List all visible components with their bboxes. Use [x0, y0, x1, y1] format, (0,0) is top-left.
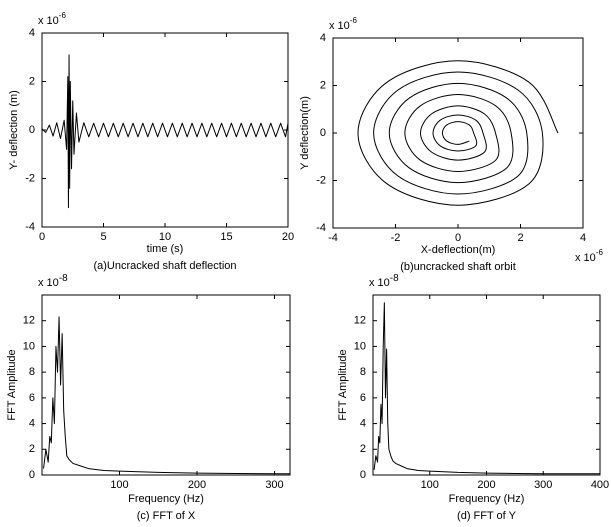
y-tick-label: 12	[354, 315, 366, 327]
axis-multiplier: x 10-8	[38, 273, 68, 289]
x-tick-label: 0	[39, 231, 45, 243]
y-tick-label: -4	[25, 221, 35, 233]
x-tick-label: 15	[220, 231, 232, 243]
caption: (b)uncracked shaft orbit	[400, 261, 516, 273]
axis-multiplier: x 10-6	[575, 248, 603, 264]
y-tick-label: 6	[360, 392, 366, 404]
y-tick-label: -2	[316, 174, 326, 186]
y-tick-label: 2	[29, 443, 35, 455]
x-tick-label: 200	[477, 479, 495, 491]
x-axis-label: Frequency (Hz)	[449, 493, 525, 505]
x-tick-label: 100	[110, 479, 128, 491]
y-tick-label: 6	[29, 392, 35, 404]
y-tick-label: 2	[29, 75, 35, 87]
axis-multiplier: x 10-6	[38, 11, 66, 27]
y-axis-label: Y deflection(m)	[299, 96, 311, 170]
subplot: -4 -2 0 2 4 -4 -2 0 2 4 X-deflection(m) (b)uncracke…	[299, 16, 604, 273]
multiplier-base: x 10	[38, 277, 59, 289]
x-tick-label: 400	[591, 479, 609, 491]
x-axis-label: time (s)	[147, 243, 184, 255]
subplot: 100 200 300 0 2 4 6 8 10 12 Frequency (Hz) (c) FFT …	[6, 273, 291, 522]
multiplier-base: x 10	[329, 20, 350, 32]
x-tick-label: 100	[421, 479, 439, 491]
y-tick-label: 0	[29, 124, 35, 136]
x-tick-label: 0	[455, 232, 461, 244]
x-tick-label: 300	[265, 479, 283, 491]
y-tick-label: 4	[29, 27, 35, 39]
multiplier-exponent: -6	[350, 16, 358, 25]
y-axis-label: FFT Amplitude	[337, 349, 349, 420]
axes-frame	[41, 294, 291, 476]
axes-frame	[332, 37, 584, 229]
caption: (d) FFT of Y	[457, 510, 517, 522]
axis-multiplier: x 10-8	[369, 273, 399, 289]
x-axis-label: X-deflection(m)	[421, 244, 496, 256]
y-axis-label: Y- deflection (m)	[8, 90, 20, 170]
multiplier-exponent: -8	[59, 273, 68, 284]
x-tick-label: 5	[100, 231, 106, 243]
y-tick-label: 8	[29, 366, 35, 378]
multiplier-base: x 10	[38, 15, 59, 27]
caption: (c) FFT of X	[137, 510, 196, 522]
y-tick-label: 0	[320, 127, 326, 139]
axes-frame	[372, 294, 601, 476]
y-tick-label: 8	[360, 366, 366, 378]
multiplier-exponent: -8	[390, 273, 399, 284]
x-tick-label: -2	[391, 232, 401, 244]
caption: (a)Uncracked shaft deflection	[93, 260, 236, 272]
x-tick-label: -4	[328, 232, 338, 244]
multiplier-exponent: -6	[59, 11, 67, 20]
y-tick-label: 2	[360, 443, 366, 455]
y-tick-label: 10	[354, 340, 366, 352]
axis-multiplier: x 10-6	[329, 16, 357, 32]
data-line	[43, 316, 290, 475]
y-tick-label: 10	[23, 340, 35, 352]
y-tick-label: 4	[360, 417, 366, 429]
x-tick-label: 300	[534, 479, 552, 491]
x-tick-label: 4	[580, 232, 586, 244]
data-line	[357, 60, 559, 206]
y-axis-label: FFT Amplitude	[6, 349, 18, 420]
x-axis-label: Frequency (Hz)	[128, 493, 204, 505]
y-tick-label: 0	[29, 469, 35, 481]
multiplier-exponent: -6	[596, 248, 604, 257]
y-tick-label: 4	[320, 32, 326, 44]
y-tick-label: 2	[320, 79, 326, 91]
x-tick-label: 20	[282, 231, 294, 243]
subplot: 100 200 300 400 0 2 4 6 8 10 12 Frequency (Hz) (d) F…	[337, 273, 609, 522]
y-tick-label: 0	[360, 469, 366, 481]
x-tick-label: 200	[188, 479, 206, 491]
y-tick-label: -2	[25, 172, 35, 184]
data-line	[373, 302, 600, 475]
y-tick-label: -4	[316, 222, 326, 234]
multiplier-base: x 10	[369, 277, 390, 289]
x-tick-label: 10	[159, 231, 171, 243]
y-tick-label: 12	[23, 315, 35, 327]
x-tick-label: 2	[517, 232, 523, 244]
y-tick-label: 4	[29, 417, 35, 429]
data-line	[42, 54, 288, 209]
subplot: 0 5 10 15 20 -4 -2 0 2 4 time (s) (a)Uncracked shaf…	[8, 11, 294, 272]
multiplier-base: x 10	[575, 252, 596, 264]
